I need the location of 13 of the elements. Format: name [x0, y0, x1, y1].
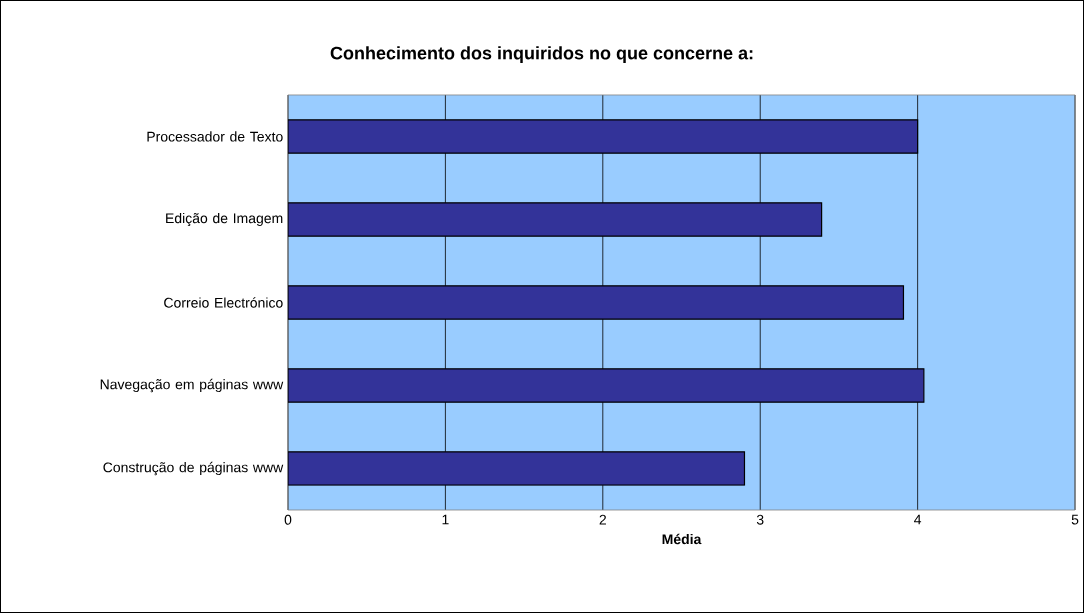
x-tick-label: 0 — [284, 514, 292, 525]
x-tick-label: 4 — [914, 514, 922, 525]
x-tick-label: 5 — [1071, 514, 1079, 525]
chart-title: Conhecimento dos inquiridos no que concerne a: — [330, 46, 753, 64]
y-tick-label: Construção de páginas www — [103, 461, 284, 476]
y-tick-label: Edição de Imagem — [166, 212, 283, 227]
y-tick-label: Navegação em páginas www — [100, 378, 284, 393]
x-tick-label: 2 — [599, 514, 606, 525]
x-tick-label: 1 — [442, 514, 449, 525]
x-tick-label: 3 — [756, 514, 764, 525]
y-tick-label: Correio Electrónico — [164, 297, 283, 308]
y-tick-label: Processador de Texto — [147, 131, 283, 142]
x-axis-title: Média — [662, 533, 702, 545]
